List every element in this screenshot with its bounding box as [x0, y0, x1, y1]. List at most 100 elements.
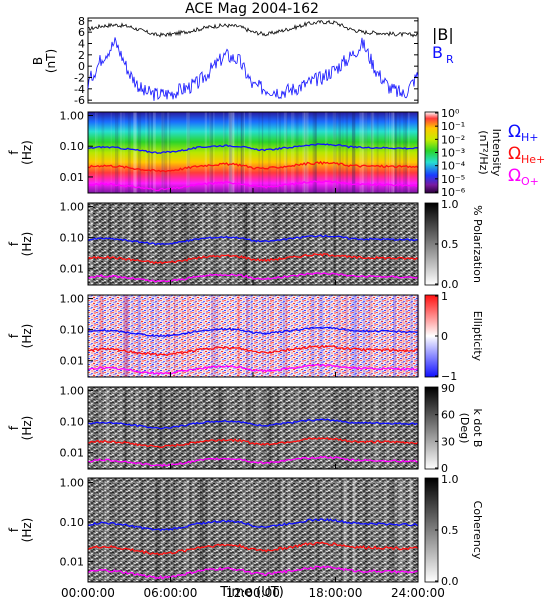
polarization-texture-stripe: [348, 203, 351, 285]
coherency-texture-stripe: [403, 478, 406, 582]
ellipticity-texture-stripe: [354, 295, 358, 377]
polarization-texture-stripe: [235, 203, 239, 285]
ellipticity-texture-stripe: [138, 295, 141, 377]
intensity-ylabel: f: [7, 150, 21, 155]
kdotb-texture-stripe: [218, 387, 222, 469]
coherency-texture-stripe: [200, 478, 204, 582]
polarization-texture-stripe: [243, 203, 248, 285]
coherency-texture-stripe: [93, 478, 97, 582]
series-line-BR: [87, 37, 419, 101]
coherency-texture-stripe: [410, 478, 414, 582]
ellipticity-texture-stripe: [194, 295, 197, 377]
polarization-texture-stripe: [364, 203, 368, 285]
intensity-texture-stripe: [232, 112, 235, 193]
polarization-texture-stripe: [324, 203, 328, 285]
intensity-texture-stripe: [365, 112, 368, 193]
chart-title: ACE Mag 2004-162: [185, 1, 319, 17]
intensity-texture-stripe: [338, 112, 342, 193]
coherency-texture-stripe: [372, 478, 376, 582]
intensity-texture-stripe: [324, 112, 328, 193]
intensity-colorbar-tick-label: 10⁻¹: [441, 120, 465, 133]
kdotb-texture-stripe: [345, 387, 349, 469]
intensity-texture-stripe: [147, 112, 150, 193]
polarization-texture-stripe: [301, 203, 303, 285]
polarization-colorbar-tick-label: 1.0: [441, 198, 459, 211]
coherency-texture-stripe: [275, 478, 277, 582]
coherency-texture-stripe: [306, 478, 310, 582]
coherency-texture-stripe: [390, 478, 392, 582]
intensity-texture-stripe: [261, 112, 264, 193]
ellipticity-gyro-line-He: [87, 344, 418, 357]
coherency-texture-stripe: [334, 478, 338, 582]
polarization-texture-stripe: [125, 203, 127, 285]
polarization-texture-stripe: [133, 203, 136, 285]
intensity-texture-stripe: [223, 112, 227, 193]
coherency-texture-stripe: [205, 478, 209, 582]
ellipticity-texture-stripe: [268, 295, 270, 377]
ellipticity-texture-stripe: [339, 295, 342, 377]
polarization-spectrogram: [88, 203, 418, 285]
kdotb-texture-stripe: [135, 387, 138, 469]
coherency-texture-stripe: [400, 478, 404, 582]
coherency-texture-stripe: [187, 478, 190, 582]
coherency-texture-stripe: [248, 478, 250, 582]
intensity-ytick-label: 0.01: [60, 171, 85, 184]
coherency-texture-stripe: [279, 478, 283, 582]
polarization-texture-stripe: [108, 203, 111, 285]
polarization-texture-stripe: [90, 203, 93, 285]
intensity-texture-stripe: [407, 112, 410, 193]
polarization-texture-stripe: [331, 203, 335, 285]
coherency-texture-stripe: [296, 478, 299, 582]
ellipticity-texture-stripe: [141, 295, 143, 377]
ellipticity-ytick-label: 1.00: [60, 293, 85, 306]
polarization-texture-stripe: [128, 203, 132, 285]
kdotb-texture-stripe: [258, 387, 261, 469]
intensity-texture-stripe: [229, 112, 233, 193]
kdotb-texture-stripe: [143, 387, 147, 469]
polarization-texture-stripe: [359, 203, 362, 285]
intensity-texture-stripe: [395, 112, 398, 193]
intensity-texture-stripe: [283, 112, 288, 193]
ellipticity-texture-stripe: [345, 295, 348, 377]
kdotb-colorbar-units: (Deg): [458, 413, 471, 444]
kdotb-texture-stripe: [359, 387, 362, 469]
intensity-texture-stripe: [94, 112, 97, 193]
x-axis-label: Time (UT): [219, 585, 284, 600]
intensity-texture-stripe: [285, 112, 288, 193]
ellipticity-texture-stripe: [173, 295, 176, 377]
intensity-texture-stripe: [209, 112, 214, 193]
coherency-texture-stripe: [397, 478, 402, 582]
kdotb-texture-stripe: [263, 387, 267, 469]
ellipticity-texture-stripe: [285, 295, 287, 377]
intensity-texture-stripe: [116, 112, 119, 193]
xtick-label: 18:00:00: [309, 586, 363, 600]
coherency-texture-stripe: [282, 478, 284, 582]
kdotb-texture-stripe: [185, 387, 188, 469]
kdotb-colorbar-title: k dot B: [471, 409, 484, 448]
intensity-texture-stripe: [332, 112, 337, 193]
coherency-texture-stripe: [199, 478, 202, 582]
ellipticity-texture-stripe: [120, 295, 122, 377]
kdotb-colorbar-tick-label: 0: [441, 462, 448, 475]
ellipticity-gyro-line-O: [87, 363, 419, 376]
polarization-texture-stripe: [249, 203, 252, 285]
legend-BR-subscript: R: [446, 53, 454, 66]
ellipticity-texture-stripe: [356, 295, 359, 377]
ellipticity-texture-stripe: [97, 295, 100, 377]
intensity-ylabel-units: (Hz): [20, 140, 34, 165]
ellipticity-texture-stripe: [279, 295, 282, 377]
intensity-texture-stripe: [342, 112, 344, 193]
kdotb-ytick-label: 0.10: [60, 416, 85, 429]
coherency-texture-stripe: [191, 478, 195, 582]
ellipticity-texture-stripe: [344, 295, 347, 377]
coherency-texture-stripe: [269, 478, 271, 582]
kdotb-texture-stripe: [336, 387, 339, 469]
ellipticity-texture-stripe: [255, 295, 257, 377]
intensity-texture-stripe: [127, 112, 131, 193]
coherency-texture-stripe: [279, 478, 281, 582]
kdotb-texture-stripe: [95, 387, 99, 469]
kdotb-ylabel-units: (Hz): [20, 416, 34, 441]
ellipticity-texture-stripe: [283, 295, 285, 377]
intensity-texture-stripe: [258, 112, 260, 193]
kdotb-texture-stripe: [225, 387, 227, 469]
